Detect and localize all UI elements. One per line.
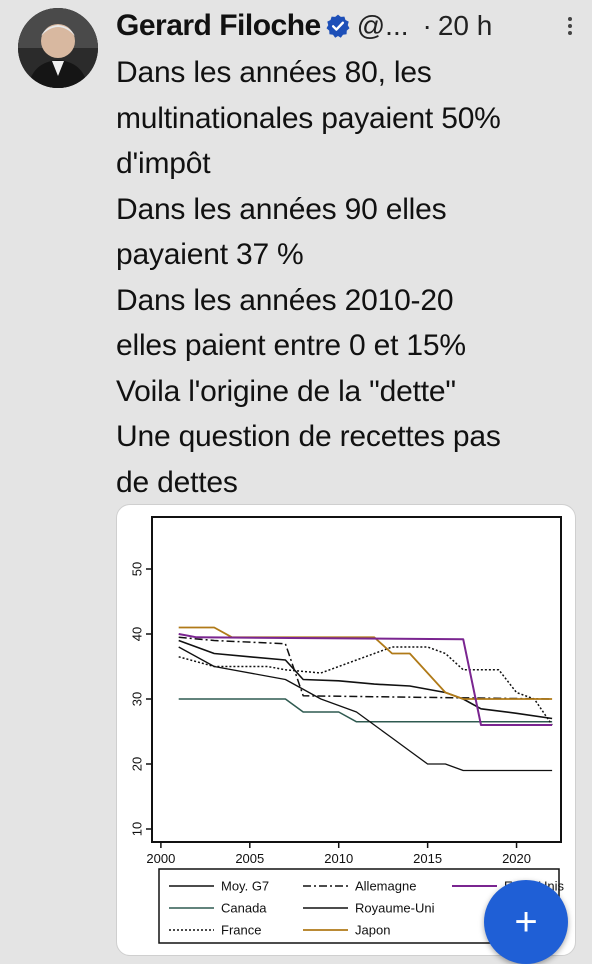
tweet-line: Voila l'origine de la "dette" (116, 374, 456, 408)
author-avatar[interactable] (18, 8, 98, 88)
tweet-line: multinationales payaient 50% (116, 101, 501, 135)
author-handle[interactable]: @... (356, 10, 409, 41)
more-options-icon[interactable] (568, 17, 574, 35)
series-line-france (178, 646, 553, 726)
y-axis: 10 20 30 40 50 (129, 562, 152, 836)
plot-frame (151, 516, 562, 843)
series-line-etats-unis (178, 633, 553, 726)
series-line-royaume-uni (178, 646, 553, 772)
plus-icon: + (514, 900, 538, 944)
y-tick-label: 10 (129, 822, 144, 836)
tweet-line: de dettes (116, 465, 238, 499)
tweet-text: Dans les années 80, les multinationales … (116, 50, 576, 505)
compose-button[interactable]: + (484, 880, 568, 964)
legend-label: Moy. G7 (221, 879, 269, 894)
tweet-line: Dans les années 2010-20 (116, 283, 454, 317)
legend-label: Canada (221, 901, 267, 916)
tweet-line: Dans les années 80, les (116, 56, 432, 89)
legend-label: France (221, 923, 261, 938)
avatar-image (18, 8, 98, 88)
tax-rate-line-chart: 10 20 30 40 50 2000 2005 2010 2015 2020 Moy. G7 C… (129, 516, 564, 944)
series-lines (178, 626, 553, 772)
series-line-moy-g7 (178, 639, 553, 720)
x-tick-label: 2005 (235, 851, 264, 866)
x-tick-label: 2015 (413, 851, 442, 866)
series-line-japon (178, 626, 553, 700)
tweet-timestamp[interactable]: 20 h (437, 10, 493, 41)
y-tick-label: 20 (129, 757, 144, 771)
verified-badge-icon (326, 14, 350, 38)
tweet-line: Une question de recettes pas (116, 420, 501, 453)
y-tick-label: 30 (129, 692, 144, 706)
tweet-line: Dans les années 90 elles (116, 192, 447, 226)
y-tick-label: 50 (129, 562, 144, 576)
x-tick-label: 2000 (146, 851, 175, 866)
series-line-allemagne (178, 636, 553, 700)
tweet-media-card[interactable]: 10 20 30 40 50 2000 2005 2010 2015 2020 Moy. G7 C… (116, 504, 576, 956)
tweet-line: elles paient entre 0 et 15% (116, 329, 466, 362)
tweet-line: d'impôt (116, 147, 211, 180)
separator-dot: · (422, 10, 432, 41)
legend-label: Royaume-Uni (355, 901, 435, 916)
legend-label: Japon (355, 923, 390, 938)
x-tick-label: 2020 (502, 851, 531, 866)
tweet-line: payaient 37 % (116, 238, 304, 271)
x-tick-label: 2010 (324, 851, 353, 866)
tweet-header: Gerard Filoche @... · 20 h (116, 6, 574, 46)
x-axis: 2000 2005 2010 2015 2020 (146, 842, 531, 866)
legend-label: Allemagne (355, 879, 416, 894)
series-line-canada (178, 698, 553, 723)
y-tick-label: 40 (129, 627, 144, 641)
author-name[interactable]: Gerard Filoche (116, 9, 321, 42)
